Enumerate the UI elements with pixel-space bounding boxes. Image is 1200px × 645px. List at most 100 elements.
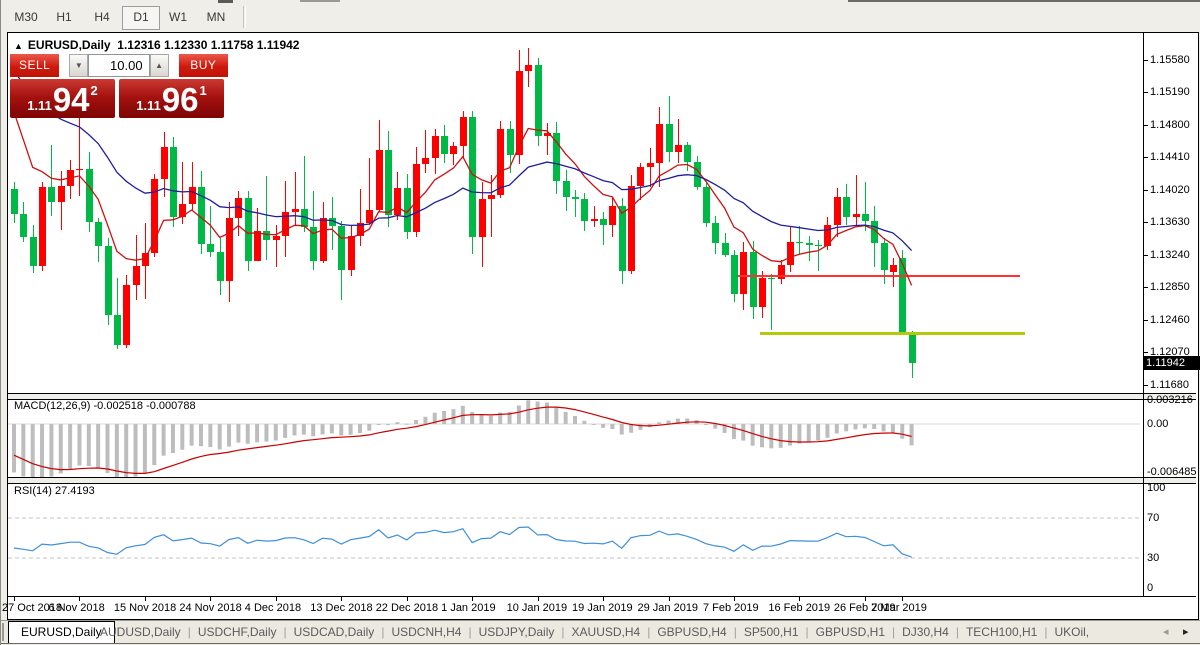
macd-bar bbox=[638, 424, 643, 430]
buy-price-button[interactable]: 1.11 96 1 bbox=[119, 79, 224, 118]
macd-signal-line bbox=[13, 406, 912, 474]
rsi-pane-overlay bbox=[8, 517, 1140, 559]
macd-bar bbox=[834, 424, 839, 434]
price-tick-mark bbox=[1144, 287, 1148, 289]
macd-bar bbox=[21, 424, 26, 477]
timeframe-button-h4[interactable]: H4 bbox=[94, 10, 110, 24]
macd-bar bbox=[105, 424, 110, 474]
price-tick-mark bbox=[1144, 384, 1148, 386]
date-tick-mark bbox=[864, 597, 866, 601]
candle bbox=[525, 64, 533, 71]
macd-bar bbox=[432, 412, 437, 424]
tab-tech100-h1[interactable]: TECH100,H1 bbox=[965, 625, 1038, 639]
candle bbox=[207, 244, 215, 253]
candle-wick bbox=[808, 235, 810, 261]
candle bbox=[39, 186, 47, 266]
tab-usdcad-daily[interactable]: USDCAD,Daily bbox=[293, 625, 375, 639]
candle bbox=[768, 278, 776, 280]
sell-price-sup: 2 bbox=[90, 83, 98, 98]
tab-gbpusd-h1[interactable]: GBPUSD,H1 bbox=[815, 625, 885, 639]
rsi-tick-label: 0 bbox=[1147, 582, 1154, 594]
rsi-tick-label: 100 bbox=[1147, 482, 1166, 494]
candle-wick bbox=[864, 182, 866, 231]
price-tick-mark bbox=[1144, 189, 1148, 191]
candle bbox=[553, 133, 561, 181]
macd-bar bbox=[872, 424, 877, 430]
candle-wick bbox=[303, 155, 305, 233]
tab-usdjpy-daily[interactable]: USDJPY,Daily bbox=[478, 625, 555, 639]
tab-audusd-daily[interactable]: AUDUSD,Daily bbox=[100, 625, 181, 639]
ma-fast bbox=[13, 111, 913, 286]
timeframe-button-h1[interactable]: H1 bbox=[56, 10, 72, 24]
tab-usdcnh-h4[interactable]: USDCNH,H4 bbox=[391, 625, 462, 639]
candle bbox=[272, 235, 280, 240]
tab-scroll-left-icon[interactable]: ◂ bbox=[1163, 626, 1169, 638]
buy-button[interactable]: BUY bbox=[178, 54, 228, 77]
sell-button[interactable]: SELL bbox=[10, 54, 60, 77]
timeframe-button-w1[interactable]: W1 bbox=[169, 10, 187, 24]
candle bbox=[385, 149, 392, 215]
candle-wick bbox=[546, 123, 548, 155]
pane-splitter[interactable] bbox=[8, 393, 1196, 400]
candle bbox=[198, 187, 205, 245]
macd-bar bbox=[255, 424, 260, 443]
candle-wick bbox=[116, 278, 118, 350]
macd-bar bbox=[516, 405, 521, 424]
tab-separator: | bbox=[733, 625, 737, 639]
candle bbox=[562, 180, 570, 197]
collapse-arrow-icon[interactable]: ▲ bbox=[14, 41, 23, 51]
macd-bar bbox=[479, 414, 484, 424]
timeframe-button-mn[interactable]: MN bbox=[206, 10, 226, 24]
toolbar-remnant bbox=[218, 0, 233, 3]
macd-bar bbox=[301, 424, 306, 435]
candle-wick bbox=[79, 108, 81, 196]
tab-usdchf-daily[interactable]: USDCHF,Daily bbox=[197, 625, 277, 639]
pane-splitter[interactable] bbox=[8, 477, 1196, 484]
macd-bar bbox=[601, 424, 606, 428]
candle bbox=[478, 199, 486, 237]
macd-bar bbox=[404, 423, 409, 425]
timeframe-button-m30[interactable]: M30 bbox=[14, 10, 38, 24]
volume-input[interactable]: 10.00 bbox=[88, 54, 150, 77]
volume-increase-button[interactable]: ▲ bbox=[149, 54, 169, 77]
candle bbox=[590, 219, 598, 221]
date-tick-mark bbox=[472, 597, 474, 601]
macd-bar bbox=[283, 424, 288, 438]
candle bbox=[422, 158, 430, 165]
candle bbox=[674, 144, 682, 153]
macd-bar bbox=[96, 424, 101, 468]
macd-bar bbox=[152, 424, 157, 466]
tab-sp500-h1[interactable]: SP500,H1 bbox=[743, 625, 799, 639]
macd-bar bbox=[498, 412, 503, 424]
candle-wick bbox=[855, 174, 857, 225]
candle bbox=[543, 133, 551, 136]
rsi-tick-label: 70 bbox=[1147, 512, 1160, 524]
price-tick-label: 1.12070 bbox=[1150, 346, 1190, 359]
pane-border bbox=[8, 596, 1196, 597]
tab-separator: | bbox=[187, 625, 191, 639]
price-tick-label: 1.11680 bbox=[1150, 378, 1189, 391]
tab-eurusd-daily[interactable]: EURUSD,Daily bbox=[8, 621, 115, 643]
timeframe-button-d1[interactable]: D1 bbox=[122, 6, 160, 30]
candle bbox=[628, 185, 636, 271]
tab-separator: | bbox=[468, 625, 472, 639]
tab-gbpusd-h4[interactable]: GBPUSD,H4 bbox=[657, 625, 727, 639]
tab-ukoil-[interactable]: UKOil, bbox=[1054, 625, 1090, 639]
candle bbox=[833, 196, 841, 225]
macd-bar bbox=[750, 424, 755, 446]
price-tick-mark bbox=[1144, 59, 1148, 61]
tab-scroll-right-icon[interactable]: ▸ bbox=[1183, 626, 1189, 638]
rsi-line bbox=[13, 526, 912, 558]
macd-bar bbox=[778, 424, 783, 448]
tab-xauusd-h4[interactable]: XAUUSD,H4 bbox=[571, 625, 641, 639]
volume-decrease-button[interactable]: ▼ bbox=[69, 54, 89, 77]
macd-bar bbox=[451, 409, 456, 424]
macd-bar bbox=[273, 424, 278, 441]
tab-grip[interactable] bbox=[2, 623, 4, 641]
sell-price-button[interactable]: 1.11 94 2 bbox=[10, 79, 115, 118]
candle bbox=[450, 145, 458, 155]
tab-dj30-h4[interactable]: DJ30,H4 bbox=[902, 625, 949, 639]
macd-bar bbox=[180, 424, 185, 450]
price-tick-mark bbox=[1144, 222, 1148, 224]
